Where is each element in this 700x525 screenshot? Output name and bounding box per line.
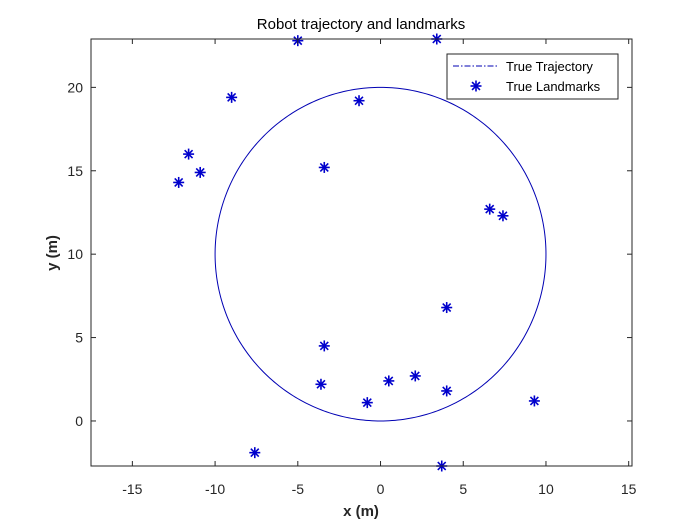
x-tick-label: 10 <box>538 481 554 497</box>
landmark-point <box>226 91 238 103</box>
x-tick-label: 15 <box>621 481 637 497</box>
landmark-point <box>194 166 206 178</box>
landmark-point <box>318 161 330 173</box>
x-tick-label: 5 <box>459 481 467 497</box>
landmark-point <box>383 375 395 387</box>
landmark-point <box>318 340 330 352</box>
y-tick-label: 0 <box>75 413 83 429</box>
plot-border <box>90 38 633 467</box>
x-tick-label: 0 <box>377 481 385 497</box>
landmark-point <box>409 370 421 382</box>
landmark-point <box>183 148 195 160</box>
legend: True Trajectory True Landmarks <box>446 53 619 100</box>
landmark-point <box>484 203 496 215</box>
x-tick-label: -5 <box>292 481 305 497</box>
legend-swatch-landmarks <box>470 80 482 92</box>
landmark-point <box>315 378 327 390</box>
landmark-point <box>361 397 373 409</box>
legend-marker-asterisk <box>470 80 482 92</box>
landmark-point <box>497 210 509 222</box>
trajectory-line <box>214 86 547 422</box>
landmark-point <box>249 447 261 459</box>
x-tick-label: -15 <box>122 481 142 497</box>
ticks-layer: -15 -10 -5 0 5 10 15 0 5 10 15 20 <box>67 39 637 497</box>
legend-label-trajectory: True Trajectory <box>506 59 593 74</box>
legend-label-landmarks: True Landmarks <box>506 79 601 94</box>
landmark-point <box>528 395 540 407</box>
landmark-point <box>441 385 453 397</box>
chart-title: Robot trajectory and landmarks <box>257 16 465 33</box>
y-tick-label: 5 <box>75 330 83 346</box>
landmark-point <box>353 95 365 107</box>
y-tick-label: 15 <box>67 163 83 179</box>
y-tick-label: 20 <box>67 79 83 95</box>
landmark-point <box>173 176 185 188</box>
y-axis-label: y (m) <box>44 235 61 271</box>
x-axis-label: x (m) <box>343 503 379 520</box>
x-tick-label: -10 <box>205 481 225 497</box>
landmark-point <box>441 302 453 314</box>
plot-area <box>91 39 632 466</box>
y-tick-label: 10 <box>67 246 83 262</box>
